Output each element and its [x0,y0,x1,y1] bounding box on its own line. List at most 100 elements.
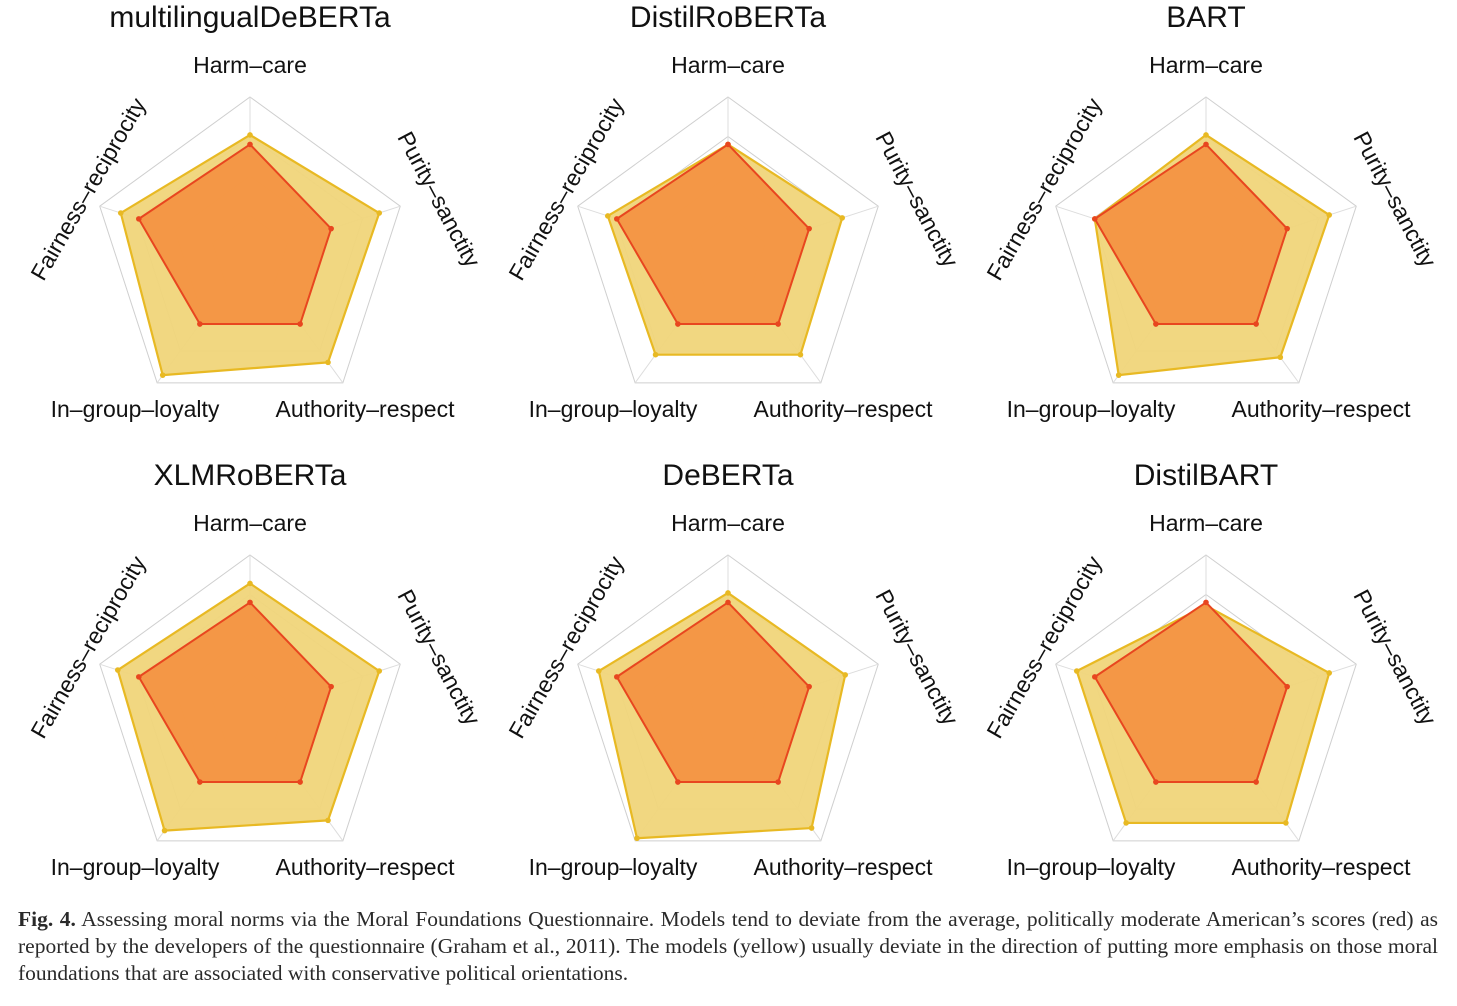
axis-label-in-group-loyalty: In–group–loyalty [51,854,220,880]
grid-ring [577,96,879,384]
axis-label-authority-respect: Authority–respect [754,854,934,880]
axis-label-in-group-loyalty: In–group–loyalty [529,396,698,422]
grid-ring [99,554,401,842]
reference-point [197,321,203,327]
axis-label-authority-respect: Authority–respect [276,854,456,880]
model-point [247,132,253,138]
axis-label-purity-sanctity: Purity–sanctity [392,585,485,730]
reference-series-polygon [137,143,333,326]
reference-point [1253,779,1259,785]
axis-label-fairness-reciprocity: Fairness–reciprocity [503,93,629,285]
reference-point [725,599,731,606]
model-point [325,817,331,824]
axis-label-purity-sanctity: Purity–sanctity [870,585,963,730]
axis-label-fairness-reciprocity: Fairness–reciprocity [981,93,1107,285]
reference-point [247,599,253,606]
reference-point [328,683,334,690]
reference-point [1253,321,1259,327]
chart-title: BART [1166,1,1245,34]
reference-point [614,216,620,222]
axis-label-harm-care: Harm–care [671,510,785,536]
chart-title: multilingualDeBERTa [109,1,391,34]
chart-title: DeBERTa [662,459,793,492]
model-point [1073,668,1080,674]
reference-point [775,321,781,327]
reference-series-polygon [615,601,811,784]
reference-point [297,321,303,327]
reference-series-polygon [1093,601,1289,784]
axis-label-authority-respect: Authority–respect [754,396,934,422]
axis-label-purity-sanctity: Purity–sanctity [870,127,963,272]
reference-point [675,321,681,327]
reference-point [247,141,253,148]
reference-point [1284,225,1290,232]
reference-point [136,216,142,222]
reference-series-polygon [615,143,811,326]
model-point [634,835,640,842]
reference-point [1092,216,1098,222]
axis-label-authority-respect: Authority–respect [1232,396,1412,422]
model-point [1326,670,1333,676]
model-point [161,827,168,834]
model-point [1277,354,1284,361]
reference-series-polygon [137,601,333,784]
model-point [808,825,815,831]
model-point [376,668,383,674]
radar-chart-deberta: DeBERTa Harm–care Purity–sanctity Authority… [503,459,964,880]
axis-label-purity-sanctity: Purity–sanctity [1348,585,1441,730]
radar-chart-xlmroberta: XLMRoBERTa Harm–care Purity–sanctity Author… [25,459,486,880]
reference-point [1092,674,1098,680]
radar-chart-bart: BART Harm–care Purity–sanctity Authority–re… [981,1,1442,422]
axis-label-harm-care: Harm–care [193,510,307,536]
reference-point [297,779,303,785]
chart-title: DistilBART [1134,459,1278,492]
reference-point [806,683,812,690]
chart-title: DistilRoBERTa [630,1,826,34]
axis-label-in-group-loyalty: In–group–loyalty [51,396,220,422]
model-point [1123,820,1129,826]
model-point [652,351,659,358]
axis-label-in-group-loyalty: In–group–loyalty [1007,396,1176,422]
model-point [114,667,121,673]
grid-ring [577,554,879,842]
reference-point [1203,599,1209,606]
radar-chart-multilingualdeberta: multilingualDeBERTa Harm–care Purity–sanct… [25,1,486,422]
axis-label-harm-care: Harm–care [193,52,307,78]
reference-point [775,779,781,785]
grid-ring [1055,554,1357,842]
reference-point [197,779,203,785]
reference-series-polygon [1093,143,1289,326]
model-point [604,213,611,219]
chart-title: XLMRoBERTa [154,459,347,492]
grid-ring [1055,96,1357,384]
reference-point [136,674,142,680]
model-point [117,210,124,216]
axis-label-harm-care: Harm–care [671,52,785,78]
radar-chart-distilroberta: DistilRoBERTa Harm–care Purity–sanctity Aut… [503,1,964,422]
radar-chart-distilbart: DistilBART Harm–care Purity–sanctity Author… [981,459,1442,880]
caption-text: Assessing moral norms via the Moral Foun… [18,907,1439,985]
reference-point [806,225,812,232]
axis-label-in-group-loyalty: In–group–loyalty [529,854,698,880]
reference-point [675,779,681,785]
reference-point [725,141,731,148]
axis-label-fairness-reciprocity: Fairness–reciprocity [981,551,1107,743]
axis-label-authority-respect: Authority–respect [276,396,456,422]
model-point [1326,212,1333,218]
model-point [839,215,846,221]
axis-label-authority-respect: Authority–respect [1232,854,1412,880]
model-point [376,210,383,216]
axis-label-in-group-loyalty: In–group–loyalty [1007,854,1176,880]
axis-label-purity-sanctity: Purity–sanctity [1348,127,1441,272]
reference-point [328,225,334,232]
reference-point [1153,779,1159,785]
model-point [1203,132,1209,138]
model-point [797,351,804,358]
reference-point [1153,321,1159,327]
model-point [595,668,602,674]
model-point [325,359,331,366]
figure-caption: Fig. 4. Assessing moral norms via the Mo… [18,906,1438,987]
model-point [159,372,166,378]
reference-point [614,674,620,680]
model-point [842,672,849,678]
